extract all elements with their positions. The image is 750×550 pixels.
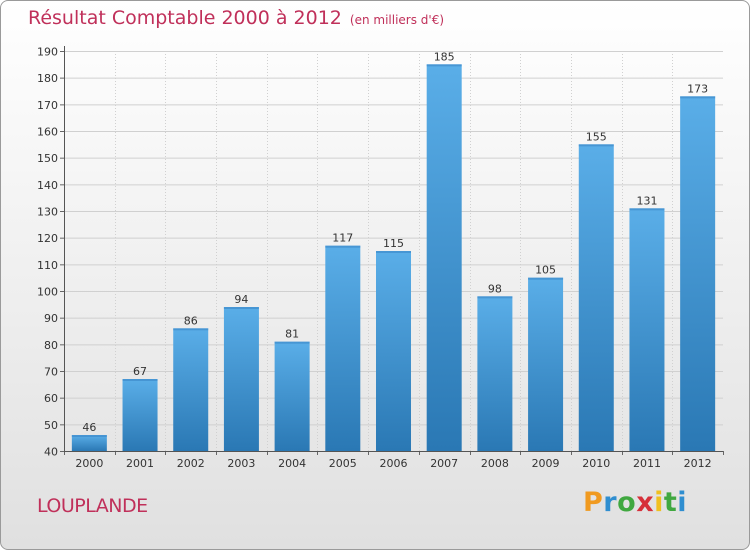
value-label-2011: 131 <box>636 194 657 207</box>
y-tick-label: 40 <box>44 446 58 459</box>
bar-2011 <box>629 208 665 451</box>
bar-top-edge <box>477 296 513 299</box>
x-tick-label-2010: 2010 <box>582 457 610 470</box>
y-tick-label: 80 <box>44 339 58 352</box>
logo-letter-i: i <box>654 487 664 518</box>
value-label-2009: 105 <box>535 264 556 277</box>
town-name: LOUPLANDE <box>37 495 148 517</box>
logo-letter-x: x <box>636 487 655 518</box>
bar-top-edge <box>274 341 310 344</box>
y-tick-label: 150 <box>37 152 58 165</box>
bar-top-edge <box>71 435 107 437</box>
bar-top-edge <box>122 379 158 381</box>
x-tick-label-2006: 2006 <box>380 457 408 470</box>
value-label-2003: 94 <box>234 293 248 306</box>
y-tick-label: 170 <box>37 99 58 112</box>
x-tick-label-2007: 2007 <box>430 457 458 470</box>
bar-top-edge <box>578 144 614 147</box>
x-tick-label-2011: 2011 <box>633 457 661 470</box>
x-tick-label-2012: 2012 <box>684 457 712 470</box>
bars <box>71 64 716 452</box>
bar-2004 <box>274 341 310 451</box>
axes <box>60 46 724 455</box>
bar-2005 <box>325 245 361 451</box>
bar-2006 <box>376 251 411 451</box>
y-tick-label: 130 <box>37 206 58 219</box>
x-tick-label-2009: 2009 <box>532 457 560 470</box>
y-tick-label: 90 <box>44 312 58 325</box>
value-label-2008: 98 <box>488 282 502 295</box>
value-label-2001: 67 <box>133 365 147 378</box>
bar-2001 <box>122 379 158 451</box>
bar-top-edge <box>680 96 716 99</box>
bar-top-edge <box>376 251 411 253</box>
y-tick-label: 190 <box>37 46 58 59</box>
labels: 40 50 60 70 80 90 100 110 120 130 140 150 160 170 180 1… <box>37 46 712 471</box>
value-label-2010: 155 <box>586 130 607 143</box>
x-tick-label-2003: 2003 <box>227 457 255 470</box>
bar-2003 <box>223 307 259 451</box>
x-tick-label-2001: 2001 <box>126 457 154 470</box>
chart-title: Résultat Comptable 2000 à 2012 (en millie… <box>28 7 444 29</box>
bar-2012 <box>680 96 716 451</box>
x-tick-label-2000: 2000 <box>75 457 103 470</box>
value-label-2012: 173 <box>687 82 708 95</box>
value-label-2005: 117 <box>332 232 353 245</box>
bar-top-edge <box>629 208 665 211</box>
bar-top-edge <box>223 307 259 309</box>
y-tick-label: 160 <box>37 126 58 139</box>
bar-top-edge <box>173 328 209 331</box>
x-tick-label-2002: 2002 <box>177 457 205 470</box>
bar-top-edge <box>528 277 564 280</box>
x-tick-label-2008: 2008 <box>481 457 509 470</box>
y-tick-label: 110 <box>37 259 58 272</box>
chart-subtitle: (en milliers d'€) <box>349 13 445 27</box>
value-label-2007: 185 <box>434 50 455 63</box>
bar-top-edge <box>426 64 462 67</box>
y-tick-label: 70 <box>44 366 58 379</box>
value-label-2002: 86 <box>184 314 198 327</box>
logo-letter-t: t <box>663 487 678 518</box>
bar-2000 <box>71 435 107 451</box>
value-label-2006: 115 <box>383 237 404 250</box>
y-tick-label: 60 <box>44 392 58 405</box>
y-tick-label: 100 <box>37 286 58 299</box>
value-label-2004: 81 <box>285 328 299 341</box>
y-tick-label: 180 <box>37 72 58 85</box>
value-label-2000: 46 <box>82 421 96 434</box>
bar-top-edge <box>325 245 361 248</box>
x-tick-label-2005: 2005 <box>329 457 357 470</box>
logo-letter-i2: i <box>677 487 688 518</box>
y-tick-label: 120 <box>37 232 58 245</box>
logo-letter-o: o <box>617 487 637 518</box>
logo-letter-r: r <box>603 487 618 518</box>
bar-2009 <box>528 277 564 451</box>
proxiti-logo[interactable]: Proxiti <box>583 487 687 518</box>
bar-2007 <box>426 64 462 452</box>
chart-title-text: Résultat Comptable 2000 à 2012 <box>28 7 342 29</box>
bar-2010 <box>578 144 614 452</box>
x-tick-label-2004: 2004 <box>278 457 306 470</box>
y-tick-label: 50 <box>44 419 58 432</box>
bar-2002 <box>173 328 209 451</box>
bar-2008 <box>477 296 513 451</box>
y-tick-label: 140 <box>37 179 58 192</box>
logo-letter-p: P <box>583 487 604 518</box>
